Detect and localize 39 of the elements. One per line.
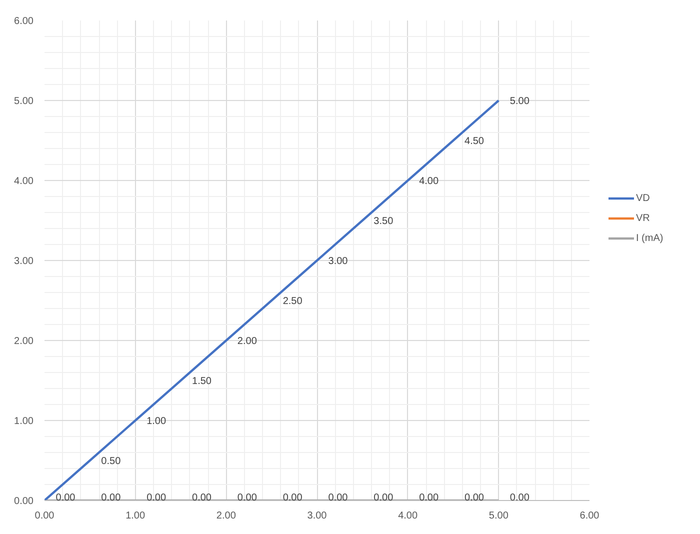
y-tick-label: 4.00 [14,176,34,187]
data-label: 2.50 [282,296,303,307]
y-tick-label: 5.00 [14,96,34,107]
data-label: 0.00 [510,492,530,504]
data-label: 0.00 [101,492,122,504]
data-label: 3.50 [374,216,394,227]
data-label: 0.00 [328,492,348,504]
x-tick-label: 3.00 [307,510,328,522]
x-tick-label: 2.00 [216,510,236,522]
x-tick-label: 1.00 [126,510,146,522]
x-tick-label: 4.00 [398,510,418,522]
data-label: 0.00 [56,492,76,504]
y-tick-label: 2.00 [14,336,34,347]
y-tick-label: 3.00 [14,256,34,267]
x-tick-label: 0.00 [34,510,55,522]
data-label: 0.50 [101,456,122,467]
y-tick-label: 6.00 [14,16,34,27]
data-label: 0.00 [192,492,212,504]
data-label: 5.00 [510,96,530,107]
line-series [44,99,500,500]
data-label: 0.00 [419,492,440,504]
y-tick-label: 1.00 [14,416,34,427]
data-label: 0.00 [146,492,167,504]
data-label: 0.00 [374,492,394,504]
data-label: 4.00 [419,176,440,187]
legend-label: VR [636,212,651,224]
legend-label: I (mA) [636,232,664,244]
y-tick-label: 0.00 [14,496,34,507]
data-label: 0.00 [464,492,484,504]
x-tick-label: 6.00 [580,510,600,522]
data-label: 2.00 [237,336,258,347]
x-tick-label: 5.00 [488,510,509,522]
data-label: 1.00 [146,416,167,427]
data-label: 4.50 [464,136,484,147]
data-label: 3.00 [328,256,348,267]
legend-label: VD [636,192,651,204]
data-label: 0.00 [282,492,303,504]
data-label: 0.00 [237,492,258,504]
data-label: 1.50 [192,376,212,387]
